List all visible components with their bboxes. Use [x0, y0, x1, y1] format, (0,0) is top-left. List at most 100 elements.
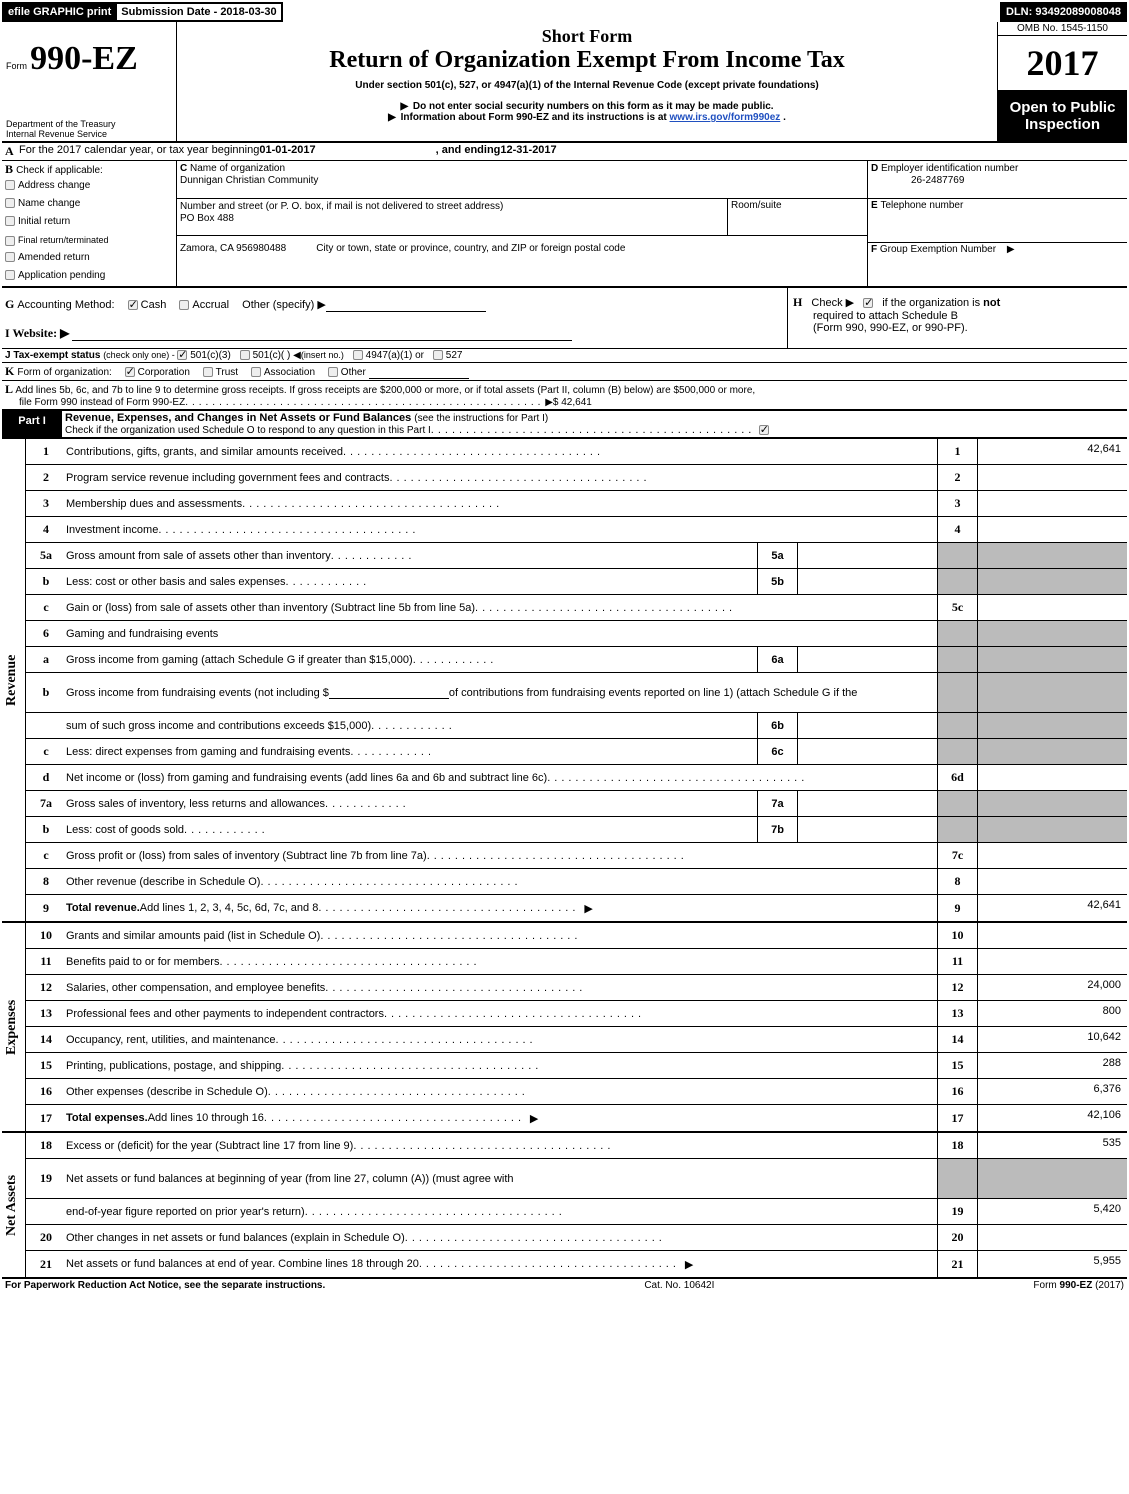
line-number: 21 [26, 1257, 66, 1272]
sub-box-number: 7b [757, 817, 797, 842]
expense-lines: 10Grants and similar amounts paid (list … [26, 923, 1127, 1131]
checkbox-schedule-o[interactable] [759, 425, 769, 435]
checkbox-corp[interactable] [125, 367, 135, 377]
form-line: 2Program service revenue including gover… [26, 465, 1127, 491]
line-box-number: 4 [937, 517, 977, 542]
line-description: Gross sales of inventory, less returns a… [66, 798, 757, 810]
line-box-number: 3 [937, 491, 977, 516]
bf-block: B Check if applicable: Address change Na… [2, 161, 1127, 288]
sub-box-number: 6a [757, 647, 797, 672]
line-number: 2 [26, 470, 66, 485]
line-value: 42,106 [977, 1105, 1127, 1131]
line-number: 1 [26, 444, 66, 459]
street-cell: Number and street (or P. O. box, if mail… [177, 199, 727, 235]
expenses-vlabel-cell: Expenses [2, 923, 26, 1131]
expenses-section: Expenses 10Grants and similar amounts pa… [2, 923, 1127, 1133]
line-description: Other changes in net assets or fund bala… [66, 1232, 937, 1244]
h-block: H Check ▶ if the organization is not req… [787, 288, 1127, 348]
arrow-icon: ▶ [685, 1258, 693, 1271]
line-box-number: 12 [937, 975, 977, 1000]
line-value: 42,641 [977, 439, 1127, 464]
checkbox-other-org[interactable] [328, 367, 338, 377]
h-row: H Check ▶ if the organization is not req… [791, 289, 1124, 340]
checkbox-h[interactable] [863, 298, 873, 308]
sub-box-number: 7a [757, 791, 797, 816]
line-number: 6 [26, 626, 66, 641]
irs-link[interactable]: www.irs.gov/form990ez [670, 112, 781, 123]
line-value: 24,000 [977, 975, 1127, 1000]
footer-form: Form 990-EZ (2017) [1033, 1280, 1124, 1291]
title-main: Return of Organization Exempt From Incom… [177, 47, 997, 74]
label-b: B [5, 162, 13, 176]
line-box-number [937, 621, 977, 646]
checkbox-4947[interactable] [353, 350, 363, 360]
form-page: efile GRAPHIC print Submission Date - 20… [0, 0, 1129, 1294]
line-description: Occupancy, rent, utilities, and maintena… [66, 1034, 937, 1046]
checkbox-cash[interactable] [128, 300, 138, 310]
line-value [977, 739, 1127, 764]
arrow-note-2: Information about Form 990-EZ and its in… [177, 112, 997, 129]
form-line: 5aGross amount from sale of assets other… [26, 543, 1127, 569]
line-description: Gain or (loss) from sale of assets other… [66, 602, 937, 614]
line-box-number [937, 543, 977, 568]
form-line: bGross income from fundraising events (n… [26, 673, 1127, 713]
line-number: b [26, 574, 66, 589]
line-number: 9 [26, 901, 66, 916]
checkbox-name-change[interactable] [5, 198, 15, 208]
checkbox-501c3[interactable] [177, 350, 187, 360]
revenue-vlabel: Revenue [2, 439, 22, 921]
line-description: Benefits paid to or for members [66, 956, 937, 968]
line-box-number: 8 [937, 869, 977, 894]
line-description: Program service revenue including govern… [66, 472, 937, 484]
form-line: dNet income or (loss) from gaming and fu… [26, 765, 1127, 791]
form-line: 4Investment income4 [26, 517, 1127, 543]
checkbox-initial-return[interactable] [5, 216, 15, 226]
open-to-public: Open to Public Inspection [998, 91, 1127, 141]
line-number: c [26, 600, 66, 615]
line-value [977, 791, 1127, 816]
line-description: Net assets or fund balances at beginning… [66, 1173, 937, 1185]
g-row: G Accounting Method: Cash Accrual Other … [5, 289, 784, 326]
gh-block: G Accounting Method: Cash Accrual Other … [2, 288, 1127, 348]
line-number: c [26, 848, 66, 863]
checkbox-address-change[interactable] [5, 180, 15, 190]
revenue-vlabel-cell: Revenue [2, 439, 26, 921]
dept-irs: Internal Revenue Service [6, 129, 172, 139]
line-number: 18 [26, 1138, 66, 1153]
netassets-vlabel-cell: Net Assets [2, 1133, 26, 1277]
form-line: bLess: cost or other basis and sales exp… [26, 569, 1127, 595]
line-description: Total expenses. Add lines 10 through 16▶ [66, 1112, 937, 1125]
checkbox-final-return[interactable] [5, 236, 15, 246]
line-box-number: 1 [937, 439, 977, 464]
checkbox-trust[interactable] [203, 367, 213, 377]
line-description: Investment income [66, 524, 937, 536]
line-description: Grants and similar amounts paid (list in… [66, 930, 937, 942]
part1-header: Part I Revenue, Expenses, and Changes in… [2, 411, 1127, 439]
form-line: 14Occupancy, rent, utilities, and mainte… [26, 1027, 1127, 1053]
line-description: Less: direct expenses from gaming and fu… [66, 746, 757, 758]
sub-box-value [797, 791, 937, 816]
line-box-number [937, 817, 977, 842]
line-value: 6,376 [977, 1079, 1127, 1104]
checkbox-accrual[interactable] [179, 300, 189, 310]
line-box-number: 2 [937, 465, 977, 490]
omb-number: OMB No. 1545-1150 [998, 22, 1127, 36]
line-value [977, 869, 1127, 894]
checkbox-assoc[interactable] [251, 367, 261, 377]
line-description: Less: cost or other basis and sales expe… [66, 576, 757, 588]
org-name: Dunnigan Christian Community [180, 175, 318, 186]
checkbox-501c[interactable] [240, 350, 250, 360]
efile-label: efile GRAPHIC print [2, 2, 117, 22]
form-line: sum of such gross income and contributio… [26, 713, 1127, 739]
sub-box-value [797, 739, 937, 764]
line-number: 5a [26, 548, 66, 563]
checkbox-amended-return[interactable] [5, 252, 15, 262]
paperwork-notice: For Paperwork Reduction Act Notice, see … [5, 1280, 325, 1291]
netassets-vlabel: Net Assets [2, 1133, 22, 1277]
b-column: B Check if applicable: Address change Na… [2, 161, 177, 286]
line-value [977, 817, 1127, 842]
checkbox-application-pending[interactable] [5, 270, 15, 280]
line-description: Other revenue (describe in Schedule O) [66, 876, 937, 888]
sub-box-value [797, 569, 937, 594]
checkbox-527[interactable] [433, 350, 443, 360]
